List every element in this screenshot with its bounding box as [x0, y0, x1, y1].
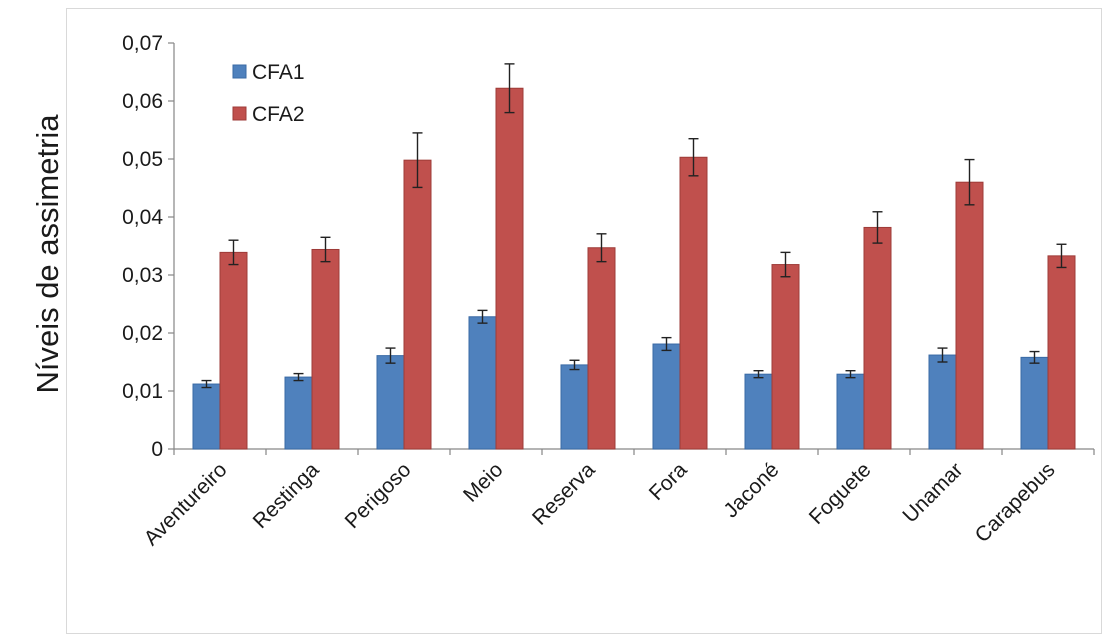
legend-swatch-cfa1 — [232, 64, 247, 79]
y-tick-label: 0 — [151, 438, 163, 461]
y-tick-label: 0,06 — [122, 90, 163, 113]
error-bar-cfa1-unamar — [937, 347, 948, 363]
bar-cfa1-aventureiro — [192, 383, 221, 450]
x-category-label: Perigoso — [341, 458, 416, 533]
error-bar-cfa2-restinga — [320, 236, 331, 263]
error-bar-cfa1-aventureiro — [201, 379, 212, 389]
error-bar-cfa2-foguete — [872, 211, 883, 244]
bar-cfa2-perigoso — [403, 159, 432, 450]
x-category-label: Meio — [459, 458, 507, 506]
error-bar-cfa1-meio — [477, 309, 488, 324]
legend-label-cfa1: CFA1 — [252, 61, 305, 84]
bar-cfa2-foguete — [863, 226, 892, 450]
error-bar-cfa1-reserva — [569, 359, 580, 371]
bar-cfa2-reserva — [587, 247, 616, 450]
bar-cfa1-unamar — [928, 354, 957, 450]
bar-cfa2-unamar — [955, 181, 984, 450]
error-bar-cfa2-meio — [504, 63, 515, 114]
bar-cfa1-jacone — [744, 373, 773, 450]
error-bar-cfa1-restinga — [293, 372, 304, 382]
bar-cfa1-fora — [652, 343, 681, 450]
x-category-label: Unamar — [898, 458, 967, 527]
error-bar-cfa1-foguete — [845, 370, 856, 379]
error-bar-cfa2-perigoso — [412, 132, 423, 189]
bar-cfa1-carapebus — [1020, 356, 1049, 450]
error-bar-cfa1-carapebus — [1029, 350, 1040, 364]
bar-cfa1-meio — [468, 316, 497, 450]
x-category-label: Jaconé — [719, 458, 783, 522]
error-bar-cfa2-jacone — [780, 251, 791, 278]
bar-cfa1-restinga — [284, 376, 313, 450]
bar-cfa2-fora — [679, 156, 708, 450]
bar-cfa2-carapebus — [1047, 255, 1076, 450]
error-bar-cfa1-perigoso — [385, 347, 396, 364]
bar-cfa2-restinga — [311, 248, 340, 450]
x-category-label: Restinga — [249, 458, 324, 533]
y-tick-label: 0,02 — [122, 322, 163, 345]
error-bar-cfa2-fora — [688, 137, 699, 177]
x-category-label: Aventureiro — [140, 458, 232, 550]
x-category-label: Reserva — [528, 458, 600, 530]
bar-cfa2-jacone — [771, 264, 800, 450]
bar-cfa1-foguete — [836, 373, 865, 450]
error-bar-cfa2-reserva — [596, 233, 607, 263]
x-category-label: Carapebus — [971, 458, 1060, 547]
error-bar-cfa2-unamar — [964, 158, 975, 206]
bar-cfa2-meio — [495, 87, 524, 450]
bar-cfa1-perigoso — [376, 355, 405, 450]
y-tick-label: 0,03 — [122, 264, 163, 287]
y-tick-label: 0,07 — [122, 32, 163, 55]
error-bar-cfa1-fora — [661, 336, 672, 352]
legend: CFA1 CFA2 — [232, 61, 305, 126]
x-category-label: Foguete — [805, 458, 876, 529]
y-tick-label: 0,04 — [122, 206, 163, 229]
error-bar-cfa1-jacone — [753, 370, 764, 379]
y-axis-title: Níveis de assimetria — [30, 114, 65, 394]
error-bar-cfa2-carapebus — [1056, 243, 1067, 269]
legend-label-cfa2: CFA2 — [252, 103, 305, 126]
legend-swatch-cfa2 — [232, 106, 247, 121]
error-bar-cfa2-aventureiro — [228, 239, 239, 266]
y-tick-label: 0,01 — [122, 380, 163, 403]
y-tick-label: 0,05 — [122, 148, 163, 171]
bar-cfa2-aventureiro — [219, 251, 248, 450]
bar-cfa1-reserva — [560, 364, 589, 450]
x-category-label: Fora — [645, 458, 692, 505]
